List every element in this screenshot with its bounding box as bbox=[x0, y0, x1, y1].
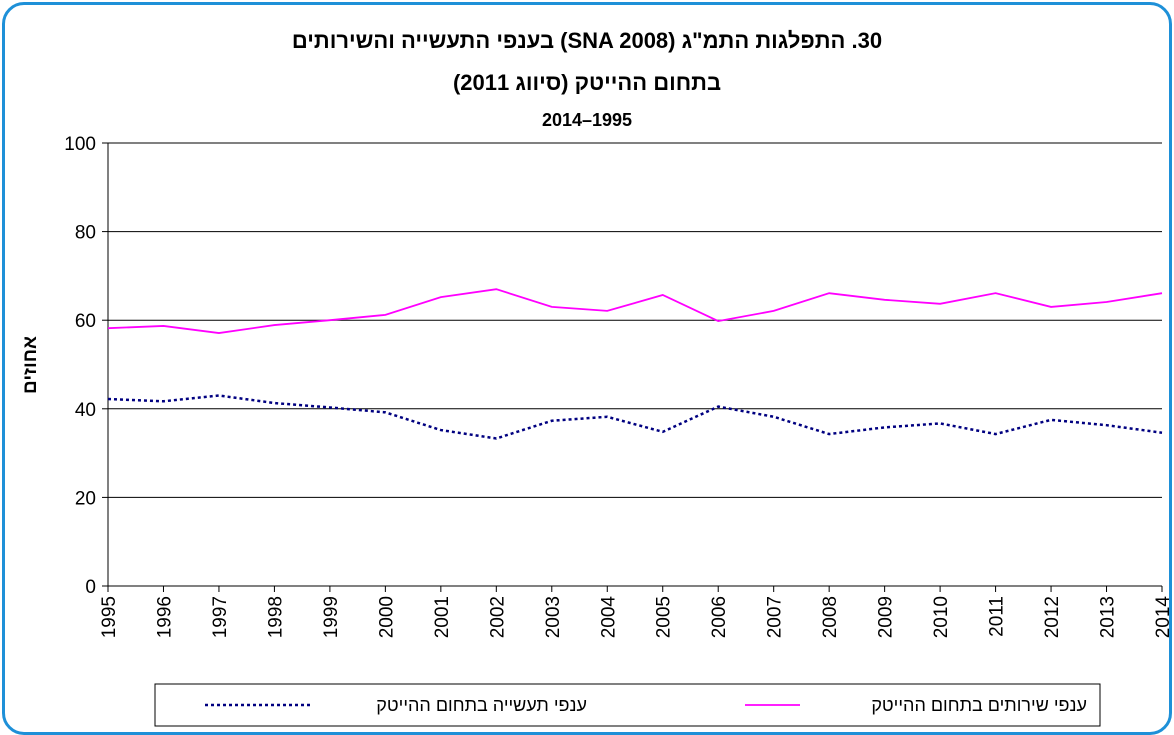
x-tick-label: 2012 bbox=[1042, 596, 1063, 638]
x-tick-label: 2002 bbox=[487, 596, 508, 638]
chart-title: 30. התפלגות התמ"ג (SNA 2008) בענפי התעשי… bbox=[291, 28, 883, 53]
x-tick-label: 1995 bbox=[99, 596, 120, 638]
y-tick-label: 0 bbox=[85, 577, 96, 598]
x-tick-label: 2010 bbox=[931, 596, 952, 638]
x-tick-label: 2009 bbox=[876, 596, 897, 638]
chart-subtitle: בתחום ההייטק (סיווג 2011) bbox=[452, 70, 722, 95]
x-tick-label: 2004 bbox=[598, 596, 619, 639]
x-tick-label: 2008 bbox=[820, 596, 841, 638]
x-tick-label: 2006 bbox=[709, 596, 730, 638]
x-tick-label: 2005 bbox=[654, 596, 675, 638]
chart-period: 2014–1995 bbox=[541, 110, 633, 130]
y-tick-label: 80 bbox=[75, 223, 96, 244]
x-tick-label: 2013 bbox=[1098, 596, 1119, 638]
x-tick-label: 1997 bbox=[210, 596, 231, 638]
y-tick-label: 60 bbox=[75, 311, 96, 332]
series-line bbox=[107, 288, 1163, 334]
legend-label: ענפי תעשייה בתחום ההייטק bbox=[376, 695, 587, 715]
x-tick-label: 2014 bbox=[1153, 596, 1174, 639]
x-tick-label: 1996 bbox=[154, 596, 175, 638]
x-tick-label: 1999 bbox=[321, 596, 342, 638]
legend-box bbox=[154, 683, 1101, 727]
legend-label: ענפי שירותים בתחום ההייטק bbox=[871, 695, 1087, 715]
y-tick-label: 40 bbox=[75, 400, 96, 421]
x-tick-label: 1998 bbox=[265, 596, 286, 638]
y-tick-label: 100 bbox=[64, 134, 96, 155]
x-tick-label: 2007 bbox=[765, 596, 786, 638]
x-tick-label: 2011 bbox=[987, 596, 1008, 637]
y-tick-label: 20 bbox=[75, 488, 96, 509]
x-tick-label: 2000 bbox=[376, 596, 397, 638]
x-tick-label: 2003 bbox=[543, 596, 564, 638]
series-line bbox=[107, 394, 1163, 440]
x-tick-label: 2001 bbox=[432, 596, 453, 638]
y-axis-label: אחוזים bbox=[20, 336, 41, 394]
